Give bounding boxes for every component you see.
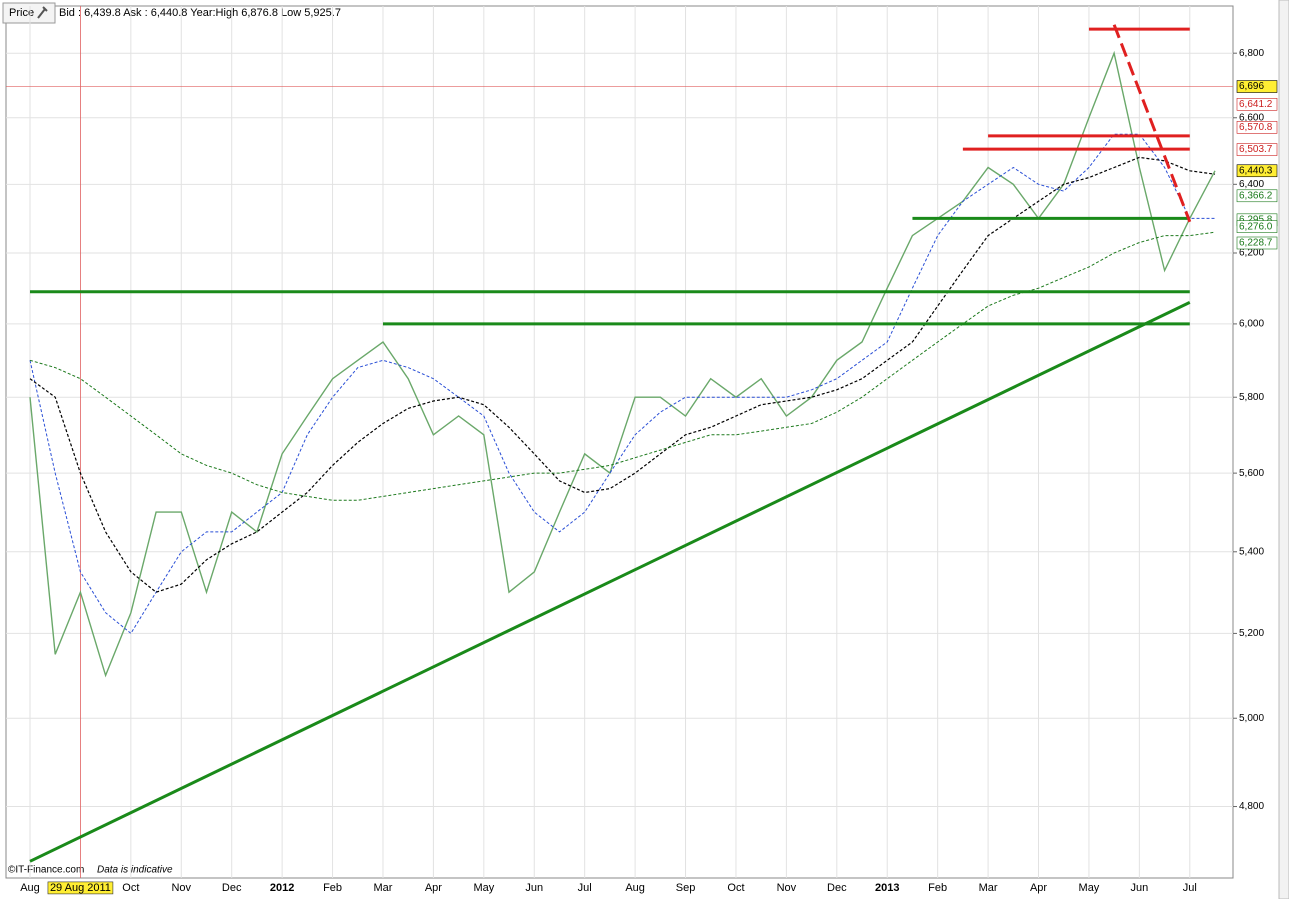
wrench-icon xyxy=(37,6,48,19)
price-label: 6,228.7 xyxy=(1239,238,1273,249)
price-label: 6,503.7 xyxy=(1239,144,1273,155)
x-tick-label: Feb xyxy=(928,882,947,894)
price-label-bg xyxy=(1236,189,1278,203)
price-label-bg xyxy=(1236,236,1278,250)
quote-info: Bid : 6,439.8 Ask : 6,440.8 Year:High 6,… xyxy=(59,7,341,19)
x-tick-label: Jul xyxy=(578,882,592,894)
price-label: 6,440.3 xyxy=(1239,165,1273,176)
plot-frame xyxy=(5,5,1234,879)
price-label: 6,295.8 xyxy=(1239,214,1273,225)
x-tick-label: Apr xyxy=(425,882,442,894)
series-line xyxy=(29,50,1216,678)
price-label: 6,366.2 xyxy=(1239,190,1273,201)
note: Data is indicative xyxy=(97,865,173,876)
x-tick-label: May xyxy=(473,882,494,894)
price-label: 6,570.8 xyxy=(1239,122,1273,133)
price-label-bg xyxy=(1236,121,1278,134)
price-label: 6,641.2 xyxy=(1239,99,1273,110)
x-tick-label: Feb xyxy=(323,882,342,894)
x-tick-label: Mar xyxy=(979,882,998,894)
y-tick-label: 4,800 xyxy=(1239,801,1264,812)
series-line xyxy=(29,156,1216,593)
y-tick-label: 5,400 xyxy=(1239,546,1264,557)
y-tick-label: 5,800 xyxy=(1239,392,1264,403)
drawn-line xyxy=(1112,24,1192,223)
y-tick-label: 6,600 xyxy=(1239,112,1264,123)
x-tick-label: May xyxy=(1079,882,1100,894)
x-tick-label: Jun xyxy=(525,882,543,894)
x-tick-label: Oct xyxy=(122,882,139,894)
x-tick-label: Sep xyxy=(676,882,696,894)
price-label-bg xyxy=(1236,143,1278,156)
x-tick-label: Jul xyxy=(1183,882,1197,894)
x-tick-label: Dec xyxy=(222,882,242,894)
x-tick-label: Aug xyxy=(625,882,645,894)
y-tick-label: 6,800 xyxy=(1239,48,1264,59)
credit: ©IT-Finance.com xyxy=(8,865,84,876)
price-label: 6,276.0 xyxy=(1239,221,1273,232)
series-line xyxy=(29,133,1215,635)
y-tick-label: 5,000 xyxy=(1239,713,1264,724)
x-tick-label: Apr xyxy=(1030,882,1047,894)
price-label-bg xyxy=(1236,80,1278,93)
price-label-bg xyxy=(1236,220,1278,233)
crosshair-date: 29 Aug 2011 xyxy=(50,882,111,894)
scrollbar xyxy=(1278,0,1289,900)
drawn-line xyxy=(29,301,1191,863)
x-tick-label: Aug xyxy=(20,882,40,894)
x-tick-label: Oct xyxy=(727,882,744,894)
y-tick-label: 6,400 xyxy=(1239,179,1264,190)
price-button[interactable] xyxy=(2,2,56,24)
x-tick-label: Mar xyxy=(374,882,393,894)
y-tick-label: 6,200 xyxy=(1239,248,1264,259)
y-tick-label: 5,600 xyxy=(1239,468,1264,479)
x-tick-label: Nov xyxy=(777,882,797,894)
series-line xyxy=(29,231,1216,501)
price-label-bg xyxy=(1236,164,1278,178)
price-label-bg xyxy=(1236,98,1278,111)
x-tick-label: Dec xyxy=(827,882,847,894)
crosshair-date-bg xyxy=(47,881,114,895)
x-tick-label: Nov xyxy=(171,882,191,894)
x-tick-label: 2012 xyxy=(270,882,294,894)
price-label: 6,696 xyxy=(1239,81,1264,92)
y-tick-label: 6,000 xyxy=(1239,319,1264,330)
x-tick-label: Jun xyxy=(1130,882,1148,894)
y-tick-label: 5,200 xyxy=(1239,628,1264,639)
x-tick-label: 2013 xyxy=(875,882,899,894)
price-button-label[interactable]: Price xyxy=(9,7,34,19)
